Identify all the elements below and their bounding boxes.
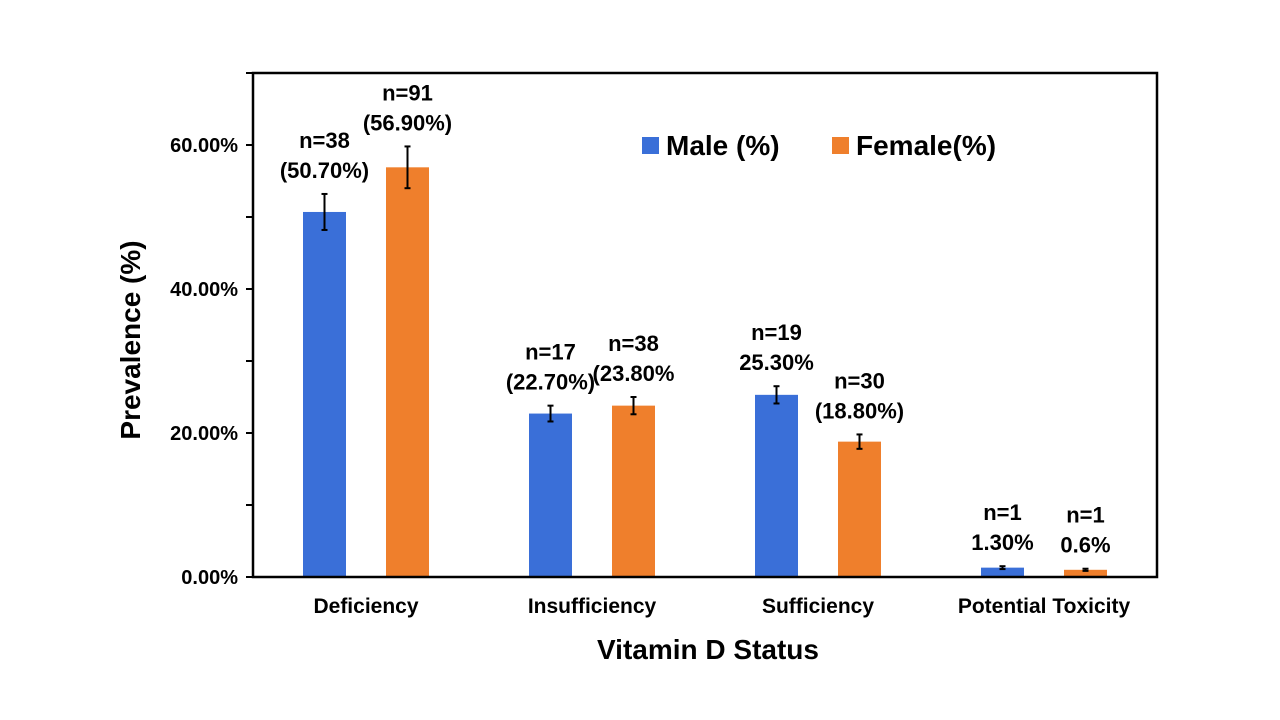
- data-label-female: 0.6%: [1060, 533, 1110, 558]
- bar-female: [386, 167, 429, 577]
- legend-label-female: Female(%): [856, 130, 996, 161]
- data-label-male: n=38: [299, 128, 350, 153]
- legend: Male (%) Female(%): [642, 130, 996, 161]
- y-tick-label: 0.00%: [181, 567, 238, 589]
- y-axis-ticks: [246, 72, 253, 578]
- plot-frame: [251, 71, 1159, 579]
- data-label-male: (50.70%): [280, 158, 369, 183]
- data-label-female: (18.80%): [815, 398, 904, 423]
- data-label-female: n=38: [608, 331, 659, 356]
- data-label-female: n=1: [1066, 503, 1105, 528]
- legend-label-male: Male (%): [666, 130, 780, 161]
- bar-male: [303, 211, 346, 577]
- legend-swatch-female: [832, 137, 849, 154]
- data-label-male: n=19: [751, 320, 802, 345]
- legend-swatch-male: [642, 137, 659, 154]
- data-label-male: (22.70%): [506, 370, 595, 395]
- data-label-male: n=1: [983, 500, 1022, 525]
- y-tick-label: 20.00%: [170, 423, 238, 445]
- bar-female: [612, 405, 655, 577]
- bar-male: [981, 567, 1024, 577]
- x-axis-title: Vitamin D Status: [597, 634, 819, 665]
- bar-female: [838, 441, 881, 577]
- data-label-female: n=91: [382, 80, 433, 105]
- bar-male: [529, 413, 572, 577]
- x-category-label: Insufficiency: [528, 595, 657, 618]
- chart-labels: 0.00% 20.00% 40.00% 60.00% Deficiency n=38 (50…: [170, 80, 1130, 618]
- bar-female: [1064, 569, 1107, 577]
- x-category-label: Sufficiency: [762, 595, 874, 618]
- y-tick-label: 60.00%: [170, 135, 238, 157]
- data-label-male: 1.30%: [971, 530, 1033, 555]
- data-label-female: (23.80%: [593, 361, 675, 386]
- bar-male: [755, 394, 798, 577]
- y-tick-label: 40.00%: [170, 279, 238, 301]
- y-axis-title: Prevalence (%): [115, 240, 146, 439]
- data-label-male: n=17: [525, 340, 576, 365]
- data-label-male: 25.30%: [739, 350, 814, 375]
- x-category-label: Potential Toxicity: [958, 595, 1131, 618]
- x-category-label: Deficiency: [313, 595, 418, 618]
- data-label-female: n=30: [834, 368, 885, 393]
- chart-marks: [303, 145, 1107, 577]
- data-label-female: (56.90%): [363, 110, 452, 135]
